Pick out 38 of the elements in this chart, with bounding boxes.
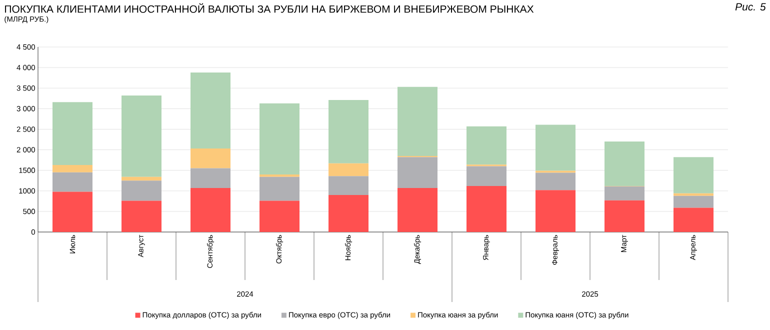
bar: [260, 103, 300, 174]
bar: [674, 193, 714, 196]
bar: [122, 200, 162, 232]
bar: [398, 157, 438, 188]
text: Рис. 5: [735, 3, 766, 11]
bar: [398, 188, 438, 232]
bar: [674, 196, 714, 208]
bar: [328, 163, 369, 176]
bar: [190, 168, 231, 188]
bar: [466, 186, 507, 232]
bar: [466, 166, 507, 186]
bar: [536, 172, 576, 190]
bar: [122, 180, 162, 201]
bar: [190, 148, 231, 168]
bar: [260, 174, 300, 177]
bar: [328, 195, 369, 232]
bar: [328, 100, 369, 164]
bar: [466, 126, 507, 165]
chart-title: ПОКУПКА КЛИЕНТАМИ ИНОСТРАННОЙ ВАЛЮТЫ ЗА РУБЛИ НА БИРЖЕВОМ И ВНЕБИРЖЕВОМ РЫНКАХ: [5, 3, 534, 13]
bar: [674, 157, 714, 194]
bar: [52, 164, 93, 172]
bar: [52, 102, 93, 165]
bar: [122, 176, 162, 181]
bar: [398, 86, 438, 156]
bar: [604, 200, 645, 232]
bar: [190, 188, 231, 232]
bar: [604, 142, 645, 186]
bar: [122, 96, 162, 177]
bar: [260, 200, 300, 232]
bar: [52, 172, 93, 192]
bar: [536, 124, 576, 171]
bar: [674, 208, 714, 232]
bar: [190, 72, 231, 149]
bar: [328, 176, 369, 195]
bar: [52, 192, 93, 232]
bar: [604, 186, 645, 200]
bar: [260, 176, 300, 201]
bar: [536, 190, 576, 232]
